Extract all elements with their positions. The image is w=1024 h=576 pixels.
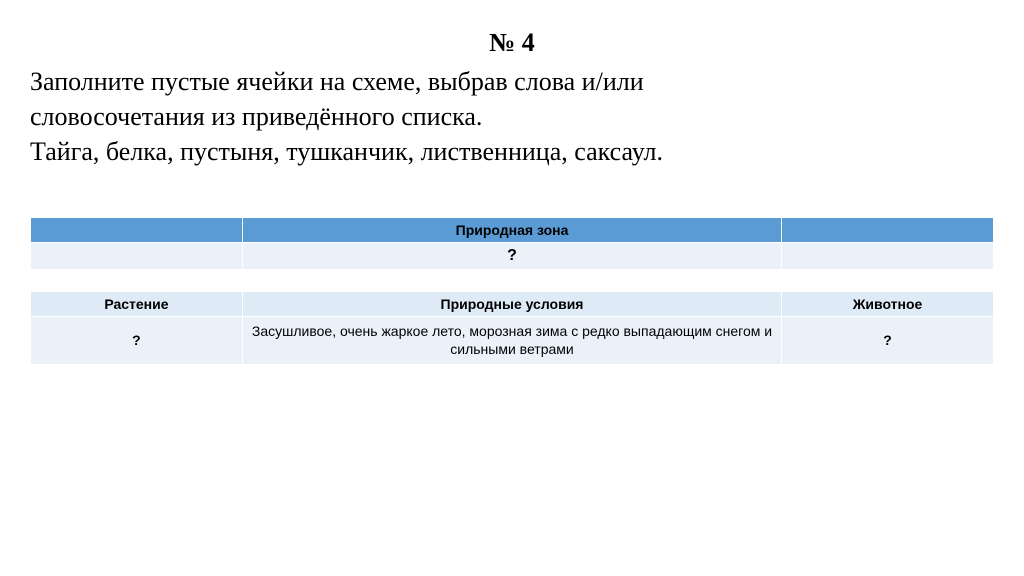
scheme-table-wrap: Природная зона ? Растение Природные усло… (30, 217, 994, 365)
zone-val-left (31, 243, 243, 270)
sub-right: Животное (782, 292, 994, 317)
data-mid: Засушливое, очень жаркое лето, морозная … (242, 317, 781, 365)
hdr-mid: Природная зона (242, 218, 781, 243)
prompt-line-3: Тайга, белка, пустыня, тушканчик, листве… (30, 137, 663, 166)
table-row: Растение Природные условия Животное (31, 292, 994, 317)
prompt-line-2: словосочетания из приведённого списка. (30, 102, 482, 131)
sub-left: Растение (31, 292, 243, 317)
table-row: ? Засушливое, очень жаркое лето, морозна… (31, 317, 994, 365)
zone-val-mid: ? (242, 243, 781, 270)
task-prompt: Заполните пустые ячейки на схеме, выбрав… (30, 64, 994, 169)
spacer-right (782, 270, 994, 292)
table-row (31, 270, 994, 292)
sub-mid: Природные условия (242, 292, 781, 317)
data-left: ? (31, 317, 243, 365)
hdr-right (782, 218, 994, 243)
table-row: ? (31, 243, 994, 270)
page: № 4 Заполните пустые ячейки на схеме, вы… (0, 0, 1024, 169)
scheme-table: Природная зона ? Растение Природные усло… (30, 217, 994, 365)
spacer-mid (242, 270, 781, 292)
spacer-left (31, 270, 243, 292)
task-number: № 4 (30, 28, 994, 58)
table-row: Природная зона (31, 218, 994, 243)
prompt-line-1: Заполните пустые ячейки на схеме, выбрав… (30, 67, 644, 96)
hdr-left (31, 218, 243, 243)
data-right: ? (782, 317, 994, 365)
zone-val-right (782, 243, 994, 270)
